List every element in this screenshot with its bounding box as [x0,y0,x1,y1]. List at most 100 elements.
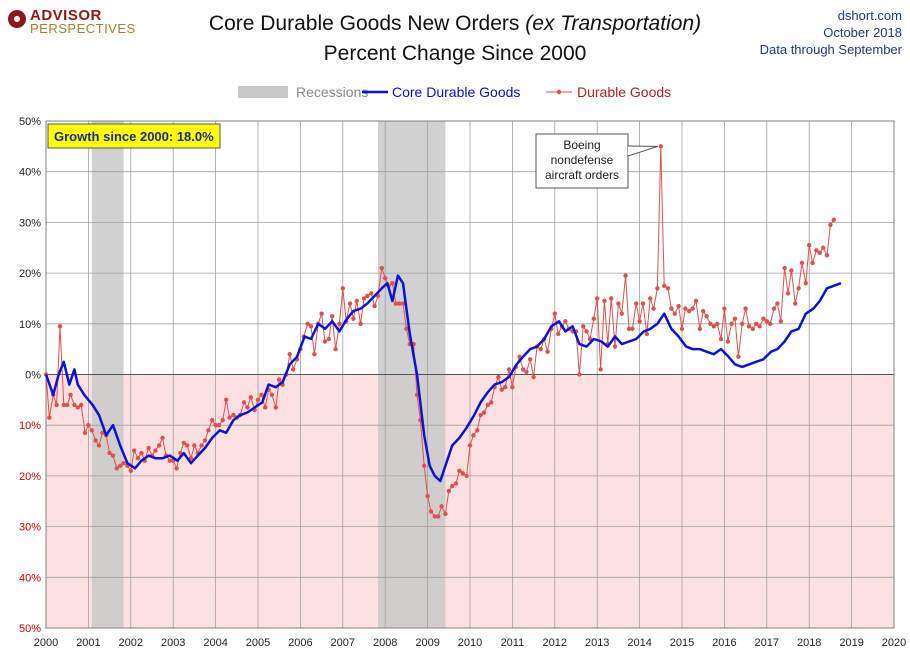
growth-box-text: Growth since 2000: 18.0% [54,129,214,144]
legend-durable-marker [556,89,562,95]
legend-recessions-swatch [238,86,288,98]
durable-goods-point-114 [446,488,451,494]
durable-goods-point-66 [277,377,282,382]
x-tick-label-6: 2006 [288,637,312,649]
x-tick-label-5: 2005 [246,637,270,649]
durable-goods-point-202 [757,324,762,329]
x-tick-label-16: 2016 [712,637,736,649]
durable-goods-point-58 [248,395,253,400]
durable-goods-point-26 [135,455,141,461]
durable-goods-point-217 [810,260,815,266]
durable-goods-point-83 [337,321,342,326]
durable-goods-point-173 [655,286,660,291]
durable-goods-point-197 [740,321,745,326]
durable-goods-point-18 [107,450,112,456]
x-tick-label-20: 2020 [882,637,906,649]
x-tick-label-13: 2013 [585,637,609,649]
durable-goods-point-208 [778,319,783,324]
durable-goods-point-201 [754,321,759,326]
durable-goods-point-3 [54,402,59,408]
durable-goods-point-84 [340,286,345,291]
durable-goods-point-53 [231,412,236,418]
durable-goods-point-32 [157,443,162,448]
durable-goods-point-79 [322,339,328,344]
durable-goods-point-153 [584,329,589,334]
y-tick-label-0: 50% [19,116,41,128]
durable-goods-point-108 [425,493,430,499]
durable-goods-point-138 [531,374,536,380]
durable-goods-point-163 [619,311,624,316]
durable-goods-point-124 [481,410,487,415]
durable-goods-point-183 [690,306,695,311]
durable-goods-point-117 [457,468,462,474]
series-core-durable-goods-line [44,274,842,483]
durable-goods-point-190 [714,321,720,326]
y-tick-label-3: 20% [19,268,41,280]
durable-goods-point-95 [379,265,385,271]
durable-goods-point-199 [746,324,752,329]
durable-goods-point-191 [718,336,724,342]
durable-goods-point-111 [436,514,441,519]
durable-goods-point-39 [181,440,186,446]
durable-goods-point-110 [432,514,438,519]
durable-goods-point-74 [305,321,310,326]
durable-goods-point-132 [510,384,515,390]
durable-goods-point-221 [824,253,830,258]
durable-goods-point-214 [799,260,805,266]
durable-goods-point-167 [634,301,639,306]
durable-goods-point-42 [192,443,197,448]
durable-goods-point-223 [831,217,836,223]
x-tick-label-12: 2012 [543,637,567,649]
durable-goods-point-76 [312,352,317,357]
durable-goods-point-86 [347,301,353,306]
durable-goods-point-187 [704,313,709,319]
durable-goods-point-20 [114,466,120,471]
durable-goods-point-78 [319,311,324,316]
durable-goods-point-6 [65,402,70,408]
durable-goods-point-215 [803,281,809,286]
through-label: Data through September [759,42,902,57]
durable-goods-point-145 [555,331,561,337]
durable-goods-point-22 [121,461,126,466]
durable-goods-point-212 [793,301,798,306]
durable-goods-point-101 [400,301,406,306]
durable-goods-point-96 [383,275,388,281]
x-tick-label-18: 2018 [797,637,821,649]
x-tick-label-0: 2000 [34,637,58,649]
growth-box [47,123,221,149]
durable-goods-point-142 [545,349,550,354]
durable-goods-point-119 [464,473,469,479]
durable-goods-point-204 [764,319,769,324]
durable-goods-point-207 [775,301,780,306]
x-tick-label-11: 2011 [501,637,525,649]
durable-goods-point-218 [814,248,819,253]
durable-goods-point-158 [602,298,607,304]
durable-goods-point-200 [750,326,756,332]
callout-pointer [627,145,658,157]
durable-goods-point-11 [82,430,88,436]
durable-goods-point-162 [616,301,621,306]
durable-goods-point-209 [782,265,787,271]
y-tick-label-1: 40% [19,167,41,179]
durable-goods-point-52 [227,415,232,420]
y-tick-label-2: 30% [19,217,41,229]
durable-goods-point-113 [443,511,448,517]
durable-goods-point-121 [471,433,476,438]
durable-goods-point-130 [502,384,508,390]
durable-goods-point-182 [687,308,692,314]
durable-goods-point-115 [449,483,455,489]
durable-goods-point-174 [658,144,663,149]
durable-goods-point-206 [771,306,777,311]
durable-goods-point-157 [598,367,603,372]
durable-goods-point-70 [290,367,296,372]
durable-goods-point-152 [581,324,586,329]
durable-goods-point-31 [153,448,158,453]
durable-goods-point-144 [552,311,557,316]
callout-line-2: nondefense [551,153,614,167]
durable-goods-point-184 [693,298,699,304]
x-tick-label-19: 2019 [839,637,863,649]
durable-goods-point-164 [623,273,628,278]
durable-goods-point-9 [75,405,81,410]
durable-goods-point-155 [591,316,597,321]
